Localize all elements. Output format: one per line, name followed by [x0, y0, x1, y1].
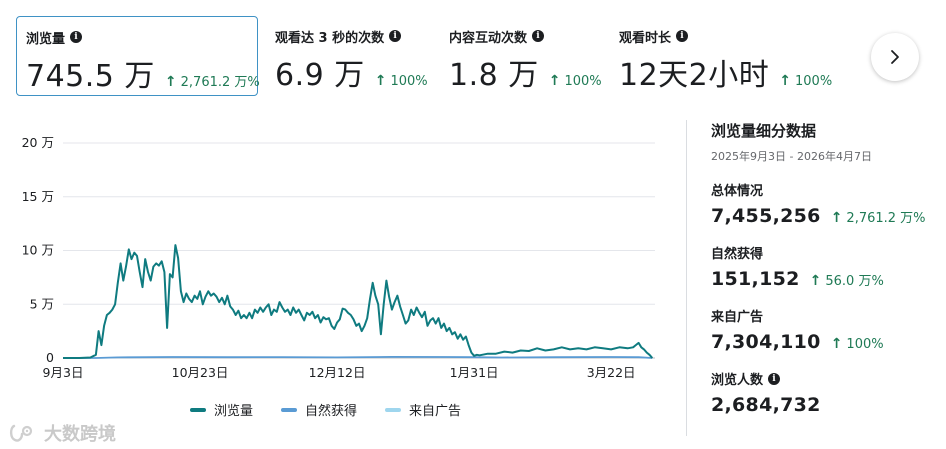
panel-title: 浏览量细分数据 — [711, 122, 817, 140]
metric-change-value: 2,761.2 万% — [180, 75, 260, 90]
metrics-bar: 浏览量 i 745.5 万 ↑ 2,761.2 万% 观看达 3 秒的次数 i … — [16, 16, 946, 96]
y-tick-label: 10 万 — [22, 243, 54, 258]
info-icon[interactable]: i — [70, 31, 83, 43]
metric-change: ↑ 100% — [779, 73, 832, 89]
breakdown-total: 总体情况 7,455,256 ↑ 2,761.2 万% — [711, 180, 941, 227]
x-tick-label: 9月3日 — [43, 365, 84, 380]
y-tick-label: 5 万 — [30, 296, 54, 311]
metric-change-value: 100% — [390, 74, 428, 89]
legend-item-organic[interactable]: 自然获得 — [281, 400, 357, 419]
series-line-浏览量 — [63, 244, 654, 359]
views-chart: 0 5 万 10 万 15 万 20 万 9月3日 10月23日 12月12日 1月31日 3月2… — [0, 120, 670, 420]
metric-label: 内容互动次数 — [449, 30, 528, 46]
metric-card-views[interactable]: 浏览量 i 745.5 万 ↑ 2,761.2 万% — [16, 16, 260, 96]
legend-swatch — [190, 407, 206, 412]
breakdown-change-value: 2,761.2 万% — [846, 211, 926, 226]
legend-swatch — [281, 407, 298, 412]
x-tick-label: 12月12日 — [309, 365, 366, 380]
arrow-up-icon: ↑ — [830, 210, 843, 226]
metric-change: ↑ 2,761.2 万% — [165, 71, 260, 90]
breakdown-ads: 来自广告 7,304,110 ↑ 100% — [711, 306, 941, 353]
breakdown-change-value: 56.0 万% — [825, 274, 884, 289]
breakdown-change: ↑ 56.0 万% — [810, 270, 884, 289]
y-tick-label: 20 万 — [22, 135, 54, 150]
metric-label: 浏览量 — [26, 31, 66, 47]
series-line-自然获得 — [63, 356, 653, 359]
views-line-chart: 0 5 万 10 万 15 万 20 万 9月3日 10月23日 12月12日 1月31日 3月2… — [22, 135, 655, 380]
metric-value: 745.5 万 — [26, 59, 155, 94]
date-range: 2025年9月3日 - 2026年4月7日 — [711, 150, 872, 163]
metric-label: 观看时长 — [619, 30, 672, 46]
metric-card-3s-plays[interactable]: 观看达 3 秒的次数 i 6.9 万 ↑ 100% — [266, 16, 436, 96]
legend-label: 自然获得 — [305, 404, 358, 419]
arrow-up-icon: ↑ — [830, 336, 843, 352]
breakdown-label: 自然获得 — [711, 247, 764, 262]
metric-card-watch-time[interactable]: 观看时长 i 12天2小时 ↑ 100% — [610, 16, 850, 96]
arrow-up-icon: ↑ — [374, 73, 387, 89]
breakdown-change: ↑ 100% — [831, 336, 884, 352]
metric-card-interactions[interactable]: 内容互动次数 i 1.8 万 ↑ 100% — [440, 16, 610, 96]
panel-divider — [686, 120, 687, 436]
x-tick-label: 1月31日 — [450, 365, 499, 380]
x-tick-label: 10月23日 — [172, 365, 229, 380]
breakdown-value: 7,455,256 — [711, 205, 821, 227]
breakdown-value: 151,152 — [711, 268, 800, 290]
metric-label: 观看达 3 秒的次数 — [275, 30, 385, 46]
breakdown-value: 7,304,110 — [711, 331, 821, 353]
metric-value: 1.8 万 — [449, 58, 539, 93]
metric-change: ↑ 100% — [375, 73, 428, 89]
breakdown-label: 来自广告 — [711, 310, 764, 325]
breakdown-change-value: 100% — [846, 337, 884, 352]
legend-label: 浏览量 — [214, 404, 254, 419]
arrow-up-icon: ↑ — [779, 73, 791, 89]
chart-legend: 浏览量 自然获得 来自广告 — [190, 400, 461, 419]
y-tick-label: 15 万 — [22, 189, 54, 204]
arrow-up-icon: ↑ — [809, 273, 822, 289]
metric-change: ↑ 100% — [549, 73, 602, 89]
info-icon[interactable]: i — [768, 372, 781, 385]
legend-item-ads[interactable]: 来自广告 — [385, 400, 461, 419]
views-breakdown-panel: 浏览量细分数据 2025年9月3日 - 2026年4月7日 总体情况 7,455… — [711, 120, 941, 416]
breakdown-change: ↑ 2,761.2 万% — [831, 207, 926, 226]
watermark-text: 大数跨境 — [44, 424, 116, 445]
metric-value: 12天2小时 — [619, 58, 770, 93]
metric-change-value: 100% — [795, 74, 833, 89]
y-tick-label: 0 — [46, 350, 54, 365]
x-tick-label: 3月22日 — [587, 365, 636, 380]
breakdown-value: 2,684,732 — [711, 394, 821, 416]
chevron-right-icon — [891, 50, 899, 64]
legend-item-views[interactable]: 浏览量 — [190, 400, 253, 419]
breakdown-reach: 浏览人数 i 2,684,732 — [711, 369, 941, 416]
metric-change-value: 100% — [564, 74, 602, 89]
info-icon[interactable]: i — [389, 30, 402, 42]
arrow-up-icon: ↑ — [164, 74, 177, 90]
breakdown-organic: 自然获得 151,152 ↑ 56.0 万% — [711, 243, 941, 290]
breakdown-label: 浏览人数 — [711, 373, 764, 388]
watermark-logo-icon — [9, 424, 33, 442]
legend-swatch — [385, 407, 402, 412]
next-metrics-button[interactable] — [871, 33, 919, 81]
watermark: 大数跨境 — [8, 420, 116, 446]
legend-label: 来自广告 — [409, 404, 462, 419]
metric-value: 6.9 万 — [275, 58, 365, 93]
breakdown-label: 总体情况 — [711, 184, 764, 199]
info-icon[interactable]: i — [532, 30, 545, 42]
info-icon[interactable]: i — [676, 30, 689, 42]
arrow-up-icon: ↑ — [548, 73, 561, 89]
